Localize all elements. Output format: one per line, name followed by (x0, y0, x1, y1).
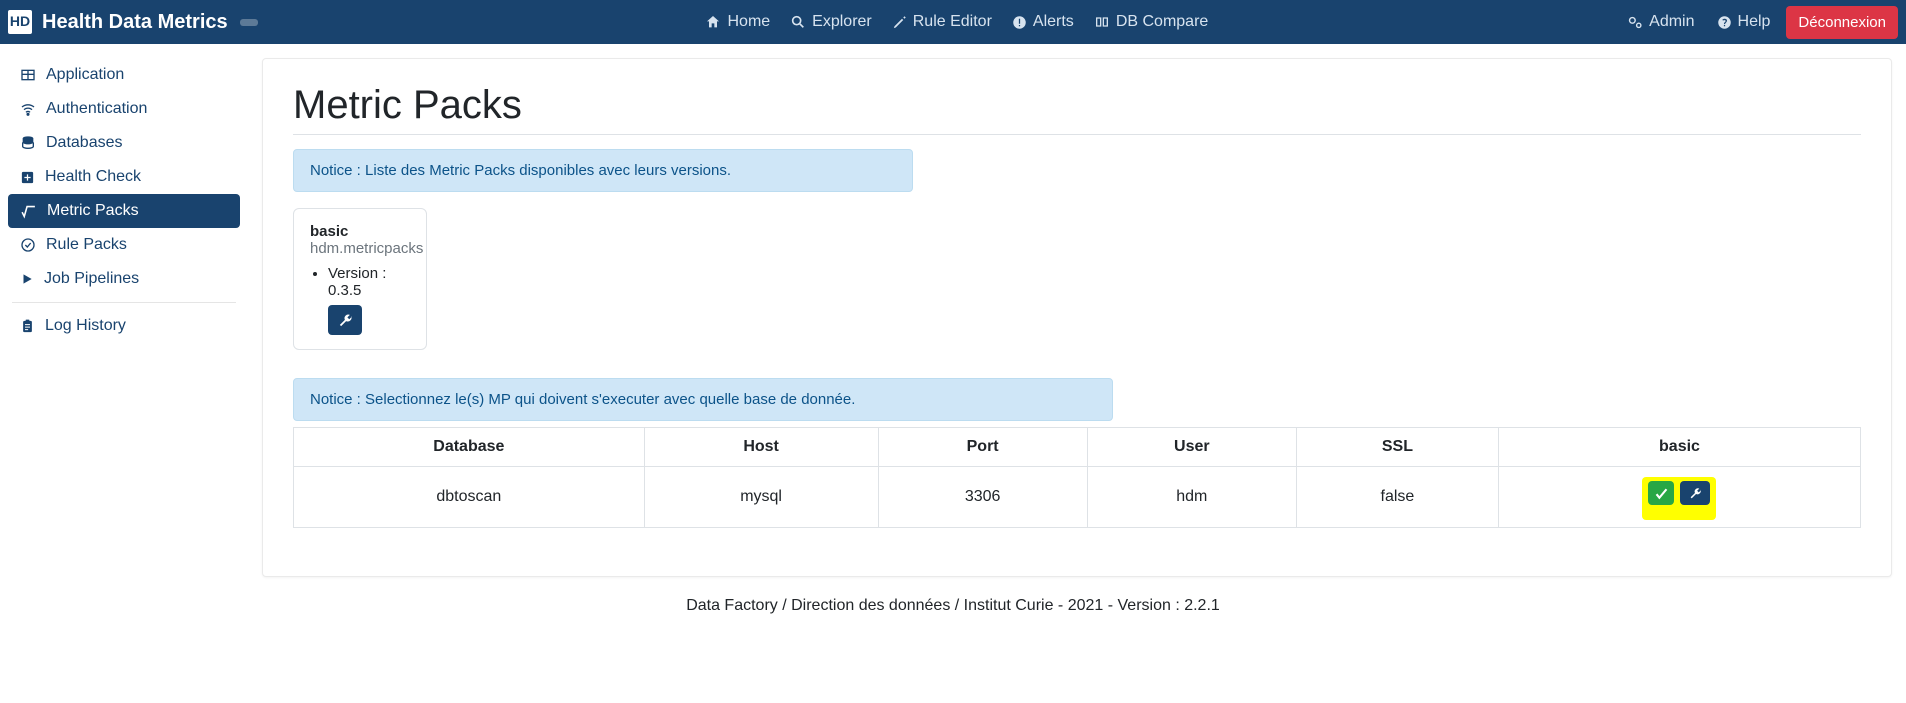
enable-pack-button[interactable] (1648, 481, 1674, 505)
th-basic: basic (1498, 428, 1860, 467)
sidebar-label: Log History (45, 317, 126, 335)
database-icon (20, 135, 36, 151)
th-database: Database (294, 428, 645, 467)
highlighted-actions (1642, 477, 1716, 517)
sidebar-item-authentication[interactable]: Authentication (8, 92, 240, 126)
nav-db-compare[interactable]: DB Compare (1088, 9, 1214, 35)
title-divider (293, 134, 1861, 135)
sidebar-label: Authentication (46, 100, 147, 118)
cell-ssl: false (1296, 467, 1498, 528)
pack-version-list: Version : 0.3.5 (310, 265, 410, 299)
grid-icon (20, 67, 36, 83)
check-circle-icon (20, 237, 36, 253)
sidebar-item-databases[interactable]: Databases (8, 126, 240, 160)
content-panel: Metric Packs Notice : Liste des Metric P… (262, 58, 1892, 577)
sidebar-item-log-history[interactable]: Log History (8, 309, 240, 343)
sidebar-item-job-pipelines[interactable]: Job Pipelines (8, 262, 240, 296)
nav-explorer[interactable]: Explorer (784, 9, 878, 35)
nav-alerts-label: Alerts (1033, 13, 1074, 31)
sqrt-icon (20, 203, 37, 220)
brand-logo: HD (8, 10, 32, 34)
cell-database: dbtoscan (294, 467, 645, 528)
table-row: dbtoscan mysql 3306 hdm false (294, 467, 1861, 528)
play-icon (20, 272, 34, 286)
notice-available-packs: Notice : Liste des Metric Packs disponib… (293, 149, 913, 192)
cell-actions (1498, 467, 1860, 528)
check-icon (1653, 485, 1670, 502)
sidebar-label: Health Check (45, 168, 141, 186)
pack-name: basic (310, 223, 410, 240)
sidebar-label: Job Pipelines (44, 270, 139, 288)
clipboard-icon (20, 319, 35, 334)
sidebar-item-health-check[interactable]: Health Check (8, 160, 240, 194)
brand-title: Health Data Metrics (42, 11, 228, 34)
wrench-icon (338, 313, 353, 328)
nav-db-compare-label: DB Compare (1116, 13, 1208, 31)
sidebar-label: Metric Packs (47, 202, 139, 220)
question-icon (1717, 15, 1732, 30)
nav-home-label: Home (727, 13, 770, 31)
logout-button[interactable]: Déconnexion (1786, 6, 1898, 39)
nav-home[interactable]: Home (699, 9, 776, 35)
sidebar-label: Databases (46, 134, 123, 152)
wrench-icon (1689, 487, 1702, 500)
sidebar-label: Rule Packs (46, 236, 127, 254)
top-right: Admin Help Déconnexion (1620, 6, 1898, 39)
th-ssl: SSL (1296, 428, 1498, 467)
nav-help[interactable]: Help (1711, 9, 1777, 35)
top-nav: Home Explorer Rule Editor Alerts DB Comp… (699, 9, 1214, 35)
configure-pack-button[interactable] (328, 305, 362, 335)
database-table: Database Host Port User SSL basic dbtosc… (293, 427, 1861, 528)
brand-logo-text: HD (10, 13, 30, 29)
cell-host: mysql (644, 467, 878, 528)
compare-icon (1094, 14, 1110, 30)
th-user: User (1087, 428, 1296, 467)
sidebar: Application Authentication Databases Hea… (0, 44, 248, 343)
nav-admin-label: Admin (1649, 13, 1694, 31)
sidebar-item-metric-packs[interactable]: Metric Packs (8, 194, 240, 228)
pencil-icon (892, 15, 907, 30)
th-host: Host (644, 428, 878, 467)
sidebar-item-application[interactable]: Application (8, 58, 240, 92)
nav-help-label: Help (1738, 13, 1771, 31)
top-bar: HD Health Data Metrics Home Explorer Rul… (0, 0, 1906, 44)
nav-explorer-label: Explorer (812, 13, 872, 31)
wifi-icon (20, 101, 36, 117)
metric-pack-card: basic hdm.metricpacks Version : 0.3.5 (293, 208, 427, 350)
cell-user: hdm (1087, 467, 1296, 528)
nav-rule-editor-label: Rule Editor (913, 13, 992, 31)
pack-version: Version : 0.3.5 (328, 265, 410, 299)
search-icon (790, 14, 806, 30)
page-title: Metric Packs (293, 83, 1861, 128)
th-port: Port (878, 428, 1087, 467)
nav-admin[interactable]: Admin (1620, 9, 1700, 35)
home-icon (705, 14, 721, 30)
gears-icon (1626, 14, 1643, 31)
configure-row-button[interactable] (1680, 481, 1710, 505)
brand-underline (240, 19, 258, 26)
pack-module: hdm.metricpacks (310, 240, 410, 257)
cell-port: 3306 (878, 467, 1087, 528)
nav-alerts[interactable]: Alerts (1006, 9, 1080, 35)
plus-square-icon (20, 170, 35, 185)
sidebar-item-rule-packs[interactable]: Rule Packs (8, 228, 240, 262)
sidebar-separator (12, 302, 236, 303)
footer-text: Data Factory / Direction des données / I… (0, 597, 1906, 615)
sidebar-label: Application (46, 66, 124, 84)
nav-rule-editor[interactable]: Rule Editor (886, 9, 998, 35)
alert-icon (1012, 15, 1027, 30)
notice-select-mp: Notice : Selectionnez le(s) MP qui doive… (293, 378, 1113, 421)
